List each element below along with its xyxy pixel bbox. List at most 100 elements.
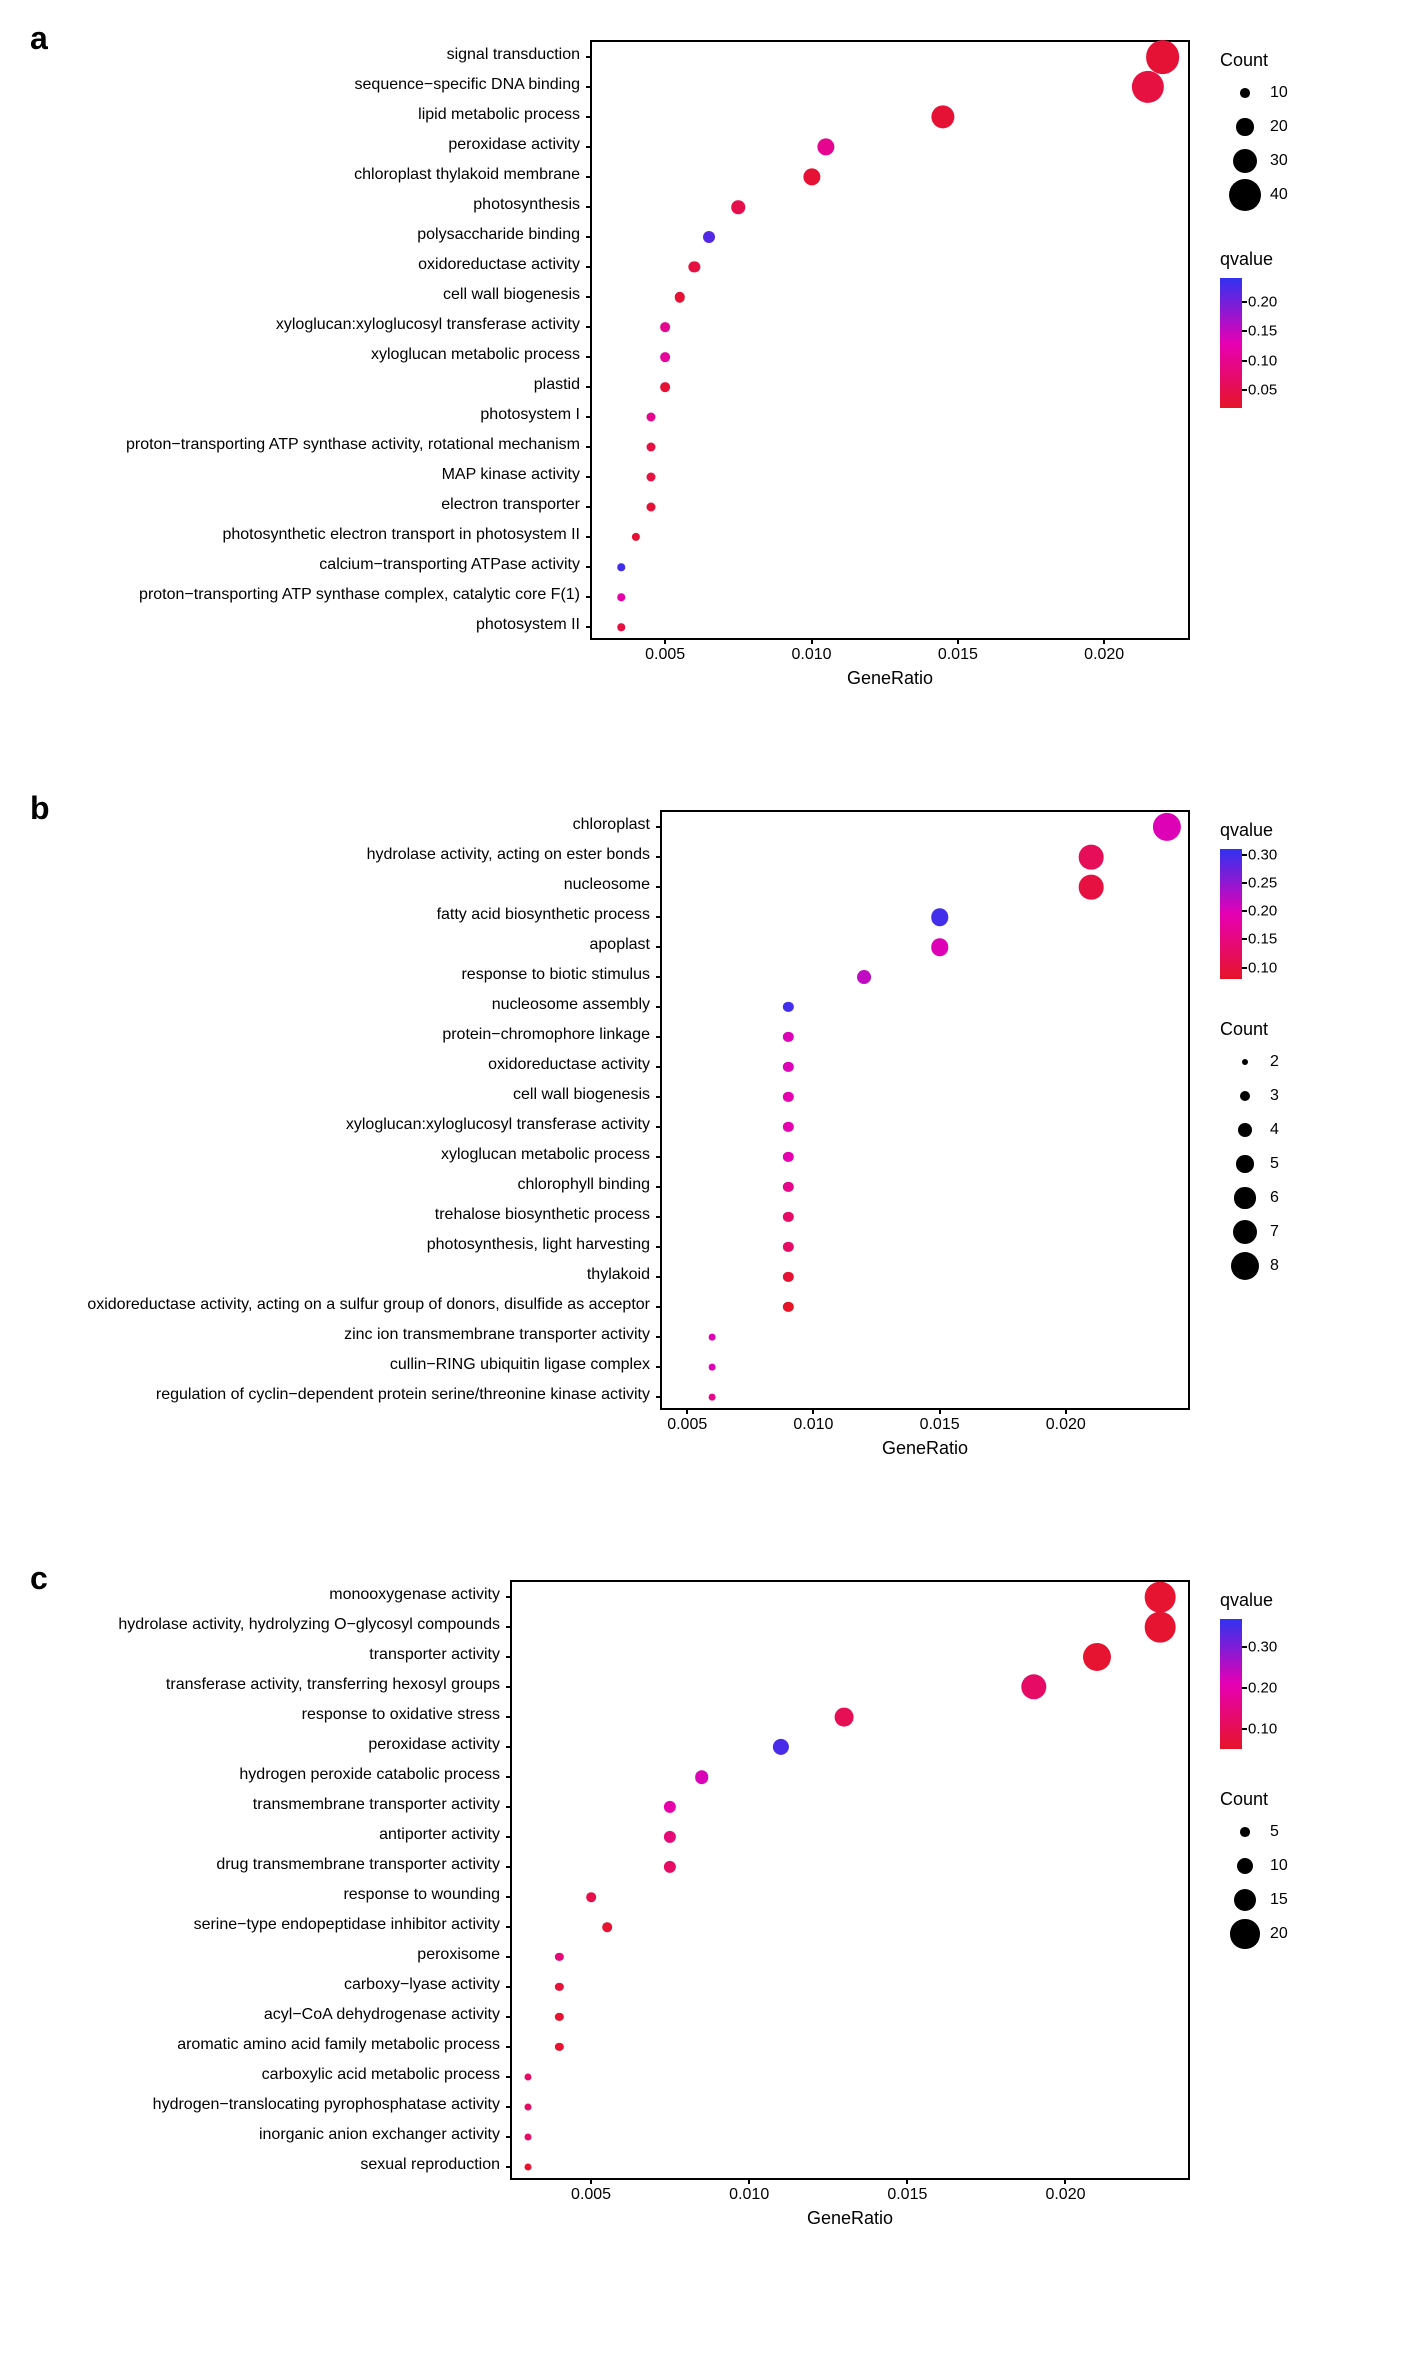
colorbar-tick: [1242, 967, 1247, 969]
x-tick-label: 0.015: [920, 1416, 960, 1434]
colorbar-tick: [1242, 389, 1247, 391]
y-label: chloroplast: [573, 816, 650, 834]
y-tick: [506, 2076, 512, 2078]
y-label: xyloglucan metabolic process: [441, 1146, 650, 1164]
y-tick: [656, 826, 662, 828]
count-dot-wrap: [1220, 149, 1270, 174]
data-point: [709, 1334, 716, 1341]
count-legend-item: 8: [1220, 1252, 1279, 1280]
count-legend-item: 10: [1220, 1852, 1288, 1880]
data-point: [646, 443, 655, 452]
y-label: polysaccharide binding: [417, 226, 580, 244]
count-legend-item: 20: [1220, 1920, 1288, 1948]
count-dot: [1240, 1827, 1250, 1837]
data-point: [1021, 1674, 1046, 1699]
count-dot: [1231, 1252, 1259, 1280]
data-point: [1079, 875, 1104, 900]
data-point: [660, 352, 670, 362]
x-tick-label: 0.010: [729, 2186, 769, 2204]
x-tick-label: 0.010: [793, 1416, 833, 1434]
y-tick: [656, 1186, 662, 1188]
y-label: xyloglucan:xyloglucosyl transferase acti…: [346, 1116, 650, 1134]
count-label: 4: [1270, 1121, 1279, 1139]
colorbar-tick: [1242, 330, 1247, 332]
colorbar-tick-label: 0.10: [1248, 959, 1277, 976]
count-dot: [1240, 88, 1250, 98]
y-tick: [656, 946, 662, 948]
colorbar-tick-label: 0.20: [1248, 1680, 1277, 1697]
y-tick: [586, 536, 592, 538]
data-point: [783, 1152, 793, 1162]
count-dot: [1230, 1919, 1259, 1948]
x-axis-title: GeneRatio: [882, 1438, 968, 1459]
legend-title: qvalue: [1220, 820, 1279, 841]
count-legend-item: 5: [1220, 1818, 1288, 1846]
data-point: [703, 231, 715, 243]
y-label: photosystem I: [480, 406, 580, 424]
y-label: hydrolase activity, hydrolyzing O−glycos…: [118, 1616, 500, 1634]
count-dot: [1234, 1187, 1255, 1208]
x-tick: [906, 2178, 908, 2184]
count-label: 5: [1270, 1155, 1279, 1173]
panel-label: b: [30, 790, 50, 827]
legends: Count10203040qvalue0.050.100.150.20: [1220, 40, 1288, 448]
panel-label: a: [30, 20, 48, 57]
count-legend-item: 3: [1220, 1082, 1279, 1110]
qvalue-legend: qvalue0.050.100.150.20: [1220, 249, 1288, 408]
x-tick: [664, 638, 666, 644]
x-tick: [590, 2178, 592, 2184]
plot-area: signal transductionsequence−specific DNA…: [590, 40, 1190, 640]
y-tick: [656, 916, 662, 918]
x-tick: [1103, 638, 1105, 644]
y-label: monooxygenase activity: [329, 1586, 500, 1604]
y-label: transporter activity: [369, 1646, 500, 1664]
count-label: 40: [1270, 186, 1288, 204]
y-tick: [506, 1956, 512, 1958]
y-tick: [586, 176, 592, 178]
count-label: 8: [1270, 1257, 1279, 1275]
colorbar-tick-label: 0.10: [1248, 352, 1277, 369]
y-tick: [586, 326, 592, 328]
legend-title: qvalue: [1220, 1590, 1288, 1611]
data-point: [618, 623, 626, 631]
y-label: drug transmembrane transporter activity: [216, 1856, 500, 1874]
y-label: electron transporter: [441, 496, 580, 514]
y-label: carboxylic acid metabolic process: [262, 2066, 500, 2084]
legends: qvalue0.100.200.30Count5101520: [1220, 1580, 1288, 1988]
count-legend-item: 20: [1220, 113, 1288, 141]
x-tick-label: 0.005: [667, 1416, 707, 1434]
y-label: cullin−RING ubiquitin ligase complex: [390, 1356, 650, 1374]
y-label: acyl−CoA dehydrogenase activity: [264, 2006, 500, 2024]
data-point: [1083, 1643, 1111, 1671]
y-label: chlorophyll binding: [517, 1176, 650, 1194]
data-point: [783, 1302, 793, 1312]
panel-a: a signal transductionsequence−specific DN…: [20, 20, 1388, 740]
legends: qvalue0.100.150.200.250.30Count2345678: [1220, 810, 1279, 1320]
y-label: response to wounding: [343, 1886, 500, 1904]
x-tick-label: 0.005: [571, 2186, 611, 2204]
colorbar-tick-label: 0.25: [1248, 874, 1277, 891]
y-label: proton−transporting ATP synthase activit…: [126, 436, 580, 454]
y-tick: [506, 1986, 512, 1988]
data-point: [783, 1092, 793, 1102]
y-tick: [656, 1036, 662, 1038]
y-tick: [506, 1926, 512, 1928]
data-point: [783, 1032, 793, 1042]
colorbar-tick-label: 0.10: [1248, 1720, 1277, 1737]
y-label: protein−chromophore linkage: [442, 1026, 650, 1044]
data-point: [632, 533, 640, 541]
y-label: oxidoreductase activity: [418, 256, 580, 274]
count-dot-wrap: [1220, 1858, 1270, 1874]
count-dot-wrap: [1220, 179, 1270, 211]
data-point: [602, 1922, 612, 1932]
data-point: [1145, 1582, 1176, 1613]
plot-area: chloroplasthydrolase activity, acting on…: [660, 810, 1190, 1410]
x-axis-title: GeneRatio: [807, 2208, 893, 2229]
y-label: lipid metabolic process: [418, 106, 580, 124]
count-label: 7: [1270, 1223, 1279, 1241]
y-label: signal transduction: [447, 46, 580, 64]
y-tick: [506, 1686, 512, 1688]
x-tick-label: 0.020: [1046, 1416, 1086, 1434]
y-tick: [506, 1626, 512, 1628]
y-tick: [586, 476, 592, 478]
